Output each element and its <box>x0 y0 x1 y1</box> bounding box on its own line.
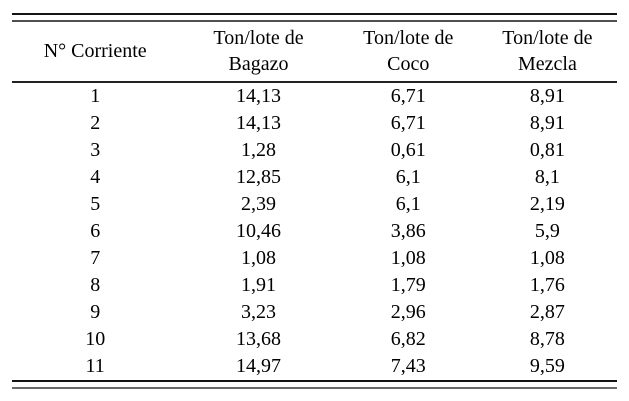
table-cell: 6,1 <box>395 166 421 188</box>
table-cell: 7,43 <box>390 355 426 377</box>
table-row: 3 1,28 0,61 0,81 <box>12 137 617 164</box>
column-header-label-line1: Ton/lote de <box>502 27 593 49</box>
bottom-double-rule <box>12 380 617 389</box>
column-header-label-line2: Coco <box>387 53 430 75</box>
table-cell: 2,39 <box>241 193 277 215</box>
header-row: N° Corriente Ton/lote de Bagazo Ton/lote… <box>12 22 617 83</box>
table-cell: 14,13 <box>236 85 282 107</box>
table-cell: 8,91 <box>529 85 565 107</box>
table-row: 8 1,91 1,79 1,76 <box>12 272 617 299</box>
table-cell: 5,9 <box>534 220 560 242</box>
table-cell: 0,61 <box>390 139 426 161</box>
table-row: 2 14,13 6,71 8,91 <box>12 110 617 137</box>
column-header-corriente: N° Corriente <box>12 22 179 83</box>
table-cell: 1,28 <box>241 139 277 161</box>
top-double-rule <box>12 13 617 22</box>
table-cell: 1,08 <box>390 247 426 269</box>
table-cell: 14,13 <box>236 112 282 134</box>
table-cell: 9,59 <box>529 355 565 377</box>
table-cell: 1,79 <box>390 274 426 296</box>
column-header-label-line1: Ton/lote de <box>363 27 454 49</box>
column-header-coco: Ton/lote de Coco <box>338 22 478 83</box>
table-cell: 4 <box>90 166 101 188</box>
table-row: 9 3,23 2,96 2,87 <box>12 299 617 326</box>
table-row: 6 10,46 3,86 5,9 <box>12 218 617 245</box>
table-cell: 11 <box>85 355 105 377</box>
table-cell: 9 <box>90 301 101 323</box>
column-header-label-line1: Ton/lote de <box>213 27 304 49</box>
table-cell: 1,08 <box>241 247 277 269</box>
table-cell: 3 <box>90 139 101 161</box>
table-cell: 2 <box>90 112 101 134</box>
table-cell: 1 <box>90 85 101 107</box>
table-row: 4 12,85 6,1 8,1 <box>12 164 617 191</box>
table-cell: 6 <box>90 220 101 242</box>
table-cell: 6,71 <box>390 85 426 107</box>
table-cell: 1,08 <box>529 247 565 269</box>
column-header-bagazo: Ton/lote de Bagazo <box>178 22 339 83</box>
table-cell: 1,91 <box>241 274 277 296</box>
table-cell: 0,81 <box>529 139 565 161</box>
table-row: 1 14,13 6,71 8,91 <box>12 82 617 110</box>
table-cell: 6,82 <box>390 328 426 350</box>
data-table: N° Corriente Ton/lote de Bagazo Ton/lote… <box>12 22 617 380</box>
table-cell: 2,87 <box>529 301 565 323</box>
table-cell: 10,46 <box>236 220 282 242</box>
column-header-label-line2: Mezcla <box>517 53 577 75</box>
table-cell: 2,19 <box>529 193 565 215</box>
table-cell: 13,68 <box>236 328 282 350</box>
table-cell: 10 <box>85 328 106 350</box>
table-cell: 14,97 <box>236 355 282 377</box>
table-cell: 6,71 <box>390 112 426 134</box>
table-cell: 1,76 <box>529 274 565 296</box>
table-cell: 2,96 <box>390 301 426 323</box>
table-cell: 6,1 <box>395 193 421 215</box>
data-table-container: N° Corriente Ton/lote de Bagazo Ton/lote… <box>12 13 617 389</box>
table-cell: 8,78 <box>529 328 565 350</box>
column-header-label-line2: Bagazo <box>228 53 289 75</box>
table-row: 10 13,68 6,82 8,78 <box>12 326 617 353</box>
table-row: 11 14,97 7,43 9,59 <box>12 353 617 380</box>
table-cell: 3,86 <box>390 220 426 242</box>
table-cell: 8 <box>90 274 101 296</box>
table-cell: 3,23 <box>241 301 277 323</box>
column-header-mezcla: Ton/lote de Mezcla <box>477 22 617 83</box>
table-cell: 12,85 <box>236 166 282 188</box>
table-cell: 5 <box>90 193 101 215</box>
table-header: N° Corriente Ton/lote de Bagazo Ton/lote… <box>12 22 617 83</box>
table-cell: 7 <box>90 247 101 269</box>
table-body: 1 14,13 6,71 8,91 2 14,13 6,71 8,91 3 1,… <box>12 82 617 380</box>
column-header-label: N° Corriente <box>43 40 147 62</box>
table-cell: 8,1 <box>534 166 560 188</box>
table-cell: 8,91 <box>529 112 565 134</box>
table-row: 7 1,08 1,08 1,08 <box>12 245 617 272</box>
table-row: 5 2,39 6,1 2,19 <box>12 191 617 218</box>
